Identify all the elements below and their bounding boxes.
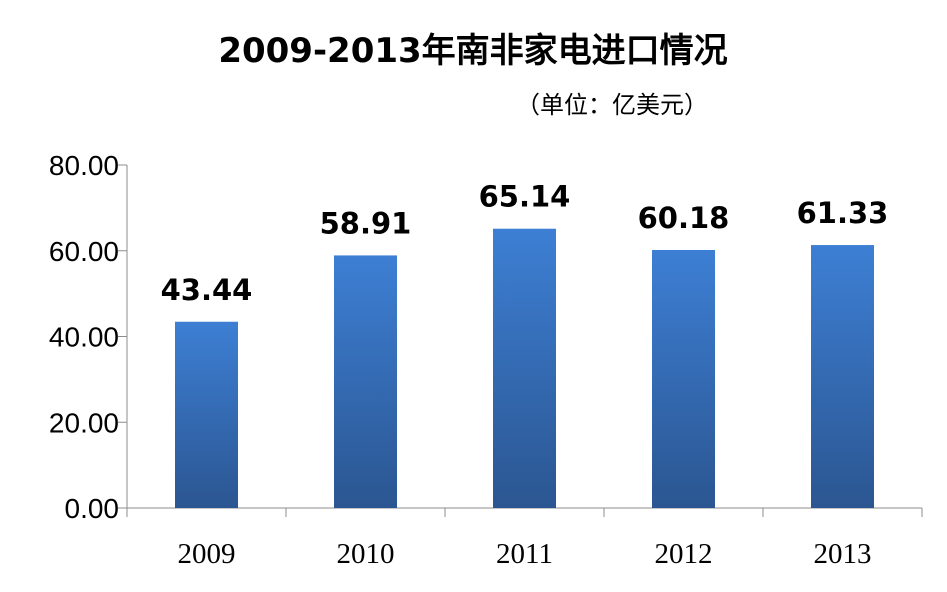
x-tick-label: 2009 xyxy=(178,538,236,570)
y-tick-label: 80.00 xyxy=(49,150,119,181)
y-axis-ticks: 0.00 20.00 40.00 60.00 80.00 xyxy=(49,150,127,524)
bars-group xyxy=(175,228,874,509)
data-label: 43.44 xyxy=(161,273,253,307)
data-label: 65.14 xyxy=(479,180,571,214)
bar-2011 xyxy=(493,228,556,508)
y-tick-label: 20.00 xyxy=(49,407,119,438)
bar-2009 xyxy=(175,321,238,508)
data-labels-group: 43.44 58.91 65.14 60.18 61.33 xyxy=(161,180,889,307)
x-tick-label: 2012 xyxy=(655,538,713,570)
y-tick-label: 60.00 xyxy=(49,236,119,267)
data-label: 61.33 xyxy=(797,196,889,230)
data-label: 58.91 xyxy=(320,206,412,240)
bar-2010 xyxy=(334,255,397,508)
y-tick-label: 40.00 xyxy=(49,322,119,353)
chart-title: 2009-2013年南非家电进口情况 xyxy=(218,31,727,71)
x-axis-ticks: 2009 2010 2011 2012 2013 xyxy=(126,508,923,570)
bar-2012 xyxy=(652,249,715,508)
x-tick-label: 2013 xyxy=(814,538,872,570)
x-tick-label: 2011 xyxy=(496,538,553,570)
x-tick-label: 2010 xyxy=(337,538,395,570)
y-tick-label: 0.00 xyxy=(65,493,120,524)
bar-2013 xyxy=(811,245,874,509)
data-label: 60.18 xyxy=(638,201,730,235)
chart-unit-subtitle: （单位：亿美元） xyxy=(516,91,708,119)
